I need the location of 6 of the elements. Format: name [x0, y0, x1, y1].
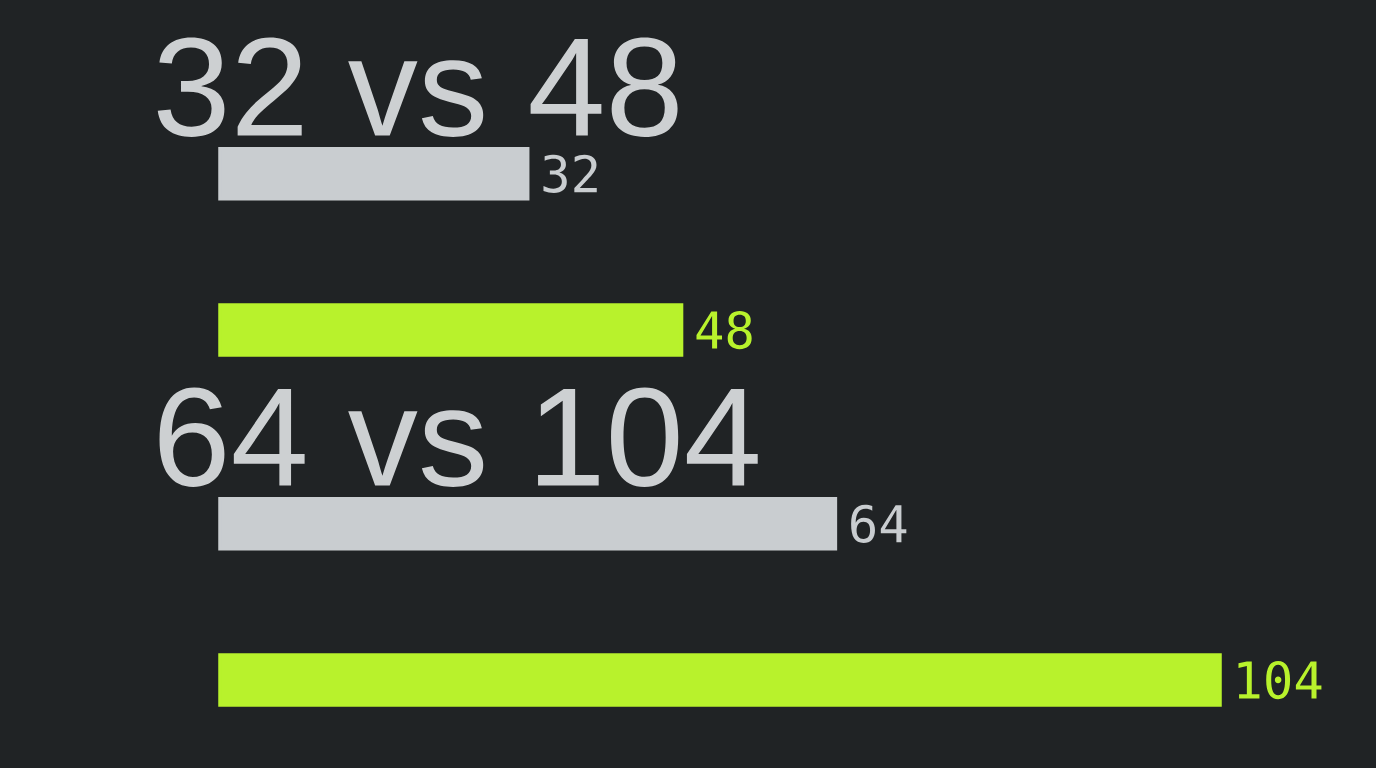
chart-title: 64 vs 104	[159, 387, 758, 487]
chart-title: 32 vs 48	[157, 37, 678, 137]
data-label: 64	[851, 504, 907, 543]
data-label: 48	[696, 310, 752, 350]
data-label: 104	[1238, 660, 1322, 700]
data-label: 32	[543, 154, 597, 193]
